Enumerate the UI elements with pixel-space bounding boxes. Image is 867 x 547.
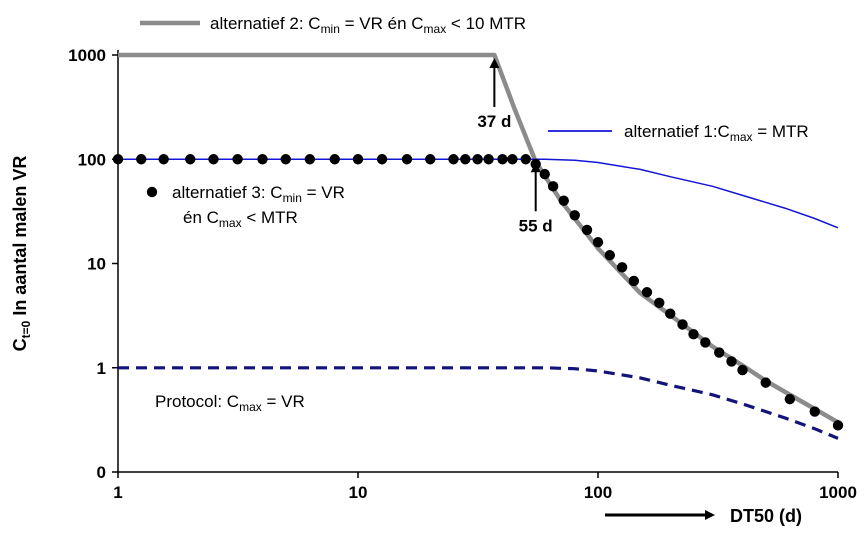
data-point-alternatief-3 xyxy=(257,154,268,165)
data-point-alternatief-3 xyxy=(628,275,640,287)
x-axis-title: DT50 (d) xyxy=(730,506,802,526)
legend-label-alternatief-3-line1: alternatief 3: Cmin = VR xyxy=(172,183,345,205)
data-point-alternatief-3 xyxy=(592,237,604,248)
data-point-alternatief-3 xyxy=(569,210,580,221)
legend-label-protocol: Protocol: Cmax = VR xyxy=(155,392,305,414)
data-point-alternatief-3 xyxy=(784,393,796,405)
data-point-alternatief-3 xyxy=(472,154,483,165)
data-point-alternatief-3 xyxy=(232,154,243,165)
data-point-alternatief-3 xyxy=(616,262,628,273)
data-point-alternatief-3 xyxy=(688,328,699,340)
legend-swatch-alternatief-3 xyxy=(146,186,158,198)
data-point-alternatief-3 xyxy=(760,377,771,388)
legend: alternatief 2: Cmin = VR én Cmax < 10 MT… xyxy=(140,14,809,414)
data-point-alternatief-3 xyxy=(329,154,340,165)
y-tick-label: 1000 xyxy=(68,46,106,65)
data-point-alternatief-3 xyxy=(448,154,459,165)
y-tick-label: 100 xyxy=(78,150,106,169)
data-point-alternatief-3 xyxy=(185,154,196,165)
data-point-alternatief-3 xyxy=(352,154,364,165)
data-point-alternatief-3 xyxy=(604,250,616,261)
data-point-alternatief-3 xyxy=(737,364,748,376)
series-line-alternatief-1 xyxy=(118,158,839,229)
x-tick-label: 1000 xyxy=(819,483,857,502)
data-point-alternatief-3 xyxy=(460,154,471,165)
annotations: 37 d 55 d xyxy=(477,58,553,235)
data-point-alternatief-3 xyxy=(497,154,508,165)
data-point-alternatief-3 xyxy=(208,154,219,165)
data-point-alternatief-3 xyxy=(507,154,518,165)
data-point-alternatief-3 xyxy=(401,154,413,165)
data-point-alternatief-3 xyxy=(112,154,124,165)
legend-label-alternatief-1: alternatief 1:Cmax = MTR xyxy=(624,122,809,144)
data-point-alternatief-3 xyxy=(654,297,665,308)
data-point-alternatief-3 xyxy=(158,154,169,165)
data-point-alternatief-3 xyxy=(714,347,725,358)
y-tick-label: 10 xyxy=(87,255,106,274)
legend-label-alternatief-3-line2: én Cmax < MTR xyxy=(183,208,298,230)
legend-label-alternatief-2: alternatief 2: Cmin = VR én Cmax < 10 MT… xyxy=(210,14,526,36)
data-point-alternatief-3 xyxy=(425,154,436,165)
data-point-alternatief-3 xyxy=(641,287,653,298)
data-point-alternatief-3 xyxy=(832,420,844,431)
data-point-alternatief-3 xyxy=(520,154,531,165)
data-point-alternatief-3 xyxy=(665,308,676,319)
data-point-alternatief-3 xyxy=(483,154,494,165)
x-tick-label: 100 xyxy=(584,483,612,502)
data-point-alternatief-3 xyxy=(280,154,291,165)
data-point-alternatief-3 xyxy=(136,154,147,165)
data-point-alternatief-3 xyxy=(677,319,688,330)
annotation-label: 55 d xyxy=(519,216,553,235)
data-point-alternatief-3 xyxy=(558,195,569,206)
y-tick-label: 0 xyxy=(97,463,106,482)
data-point-alternatief-3 xyxy=(700,337,711,348)
data-point-alternatief-3 xyxy=(539,168,550,180)
y-axis-title: Ct=0 In aantal malen VR xyxy=(10,156,33,352)
annotation-label: 37 d xyxy=(477,112,511,131)
data-point-alternatief-3 xyxy=(304,154,316,165)
y-tick-label: 1 xyxy=(97,359,106,378)
data-point-alternatief-3 xyxy=(376,154,388,165)
data-point-alternatief-3 xyxy=(809,406,820,417)
x-tick-label: 10 xyxy=(349,483,368,502)
data-point-alternatief-3 xyxy=(547,181,559,192)
x-tick-label: 1 xyxy=(113,483,122,502)
data-point-alternatief-3 xyxy=(581,224,593,236)
data-point-alternatief-3 xyxy=(726,356,737,367)
